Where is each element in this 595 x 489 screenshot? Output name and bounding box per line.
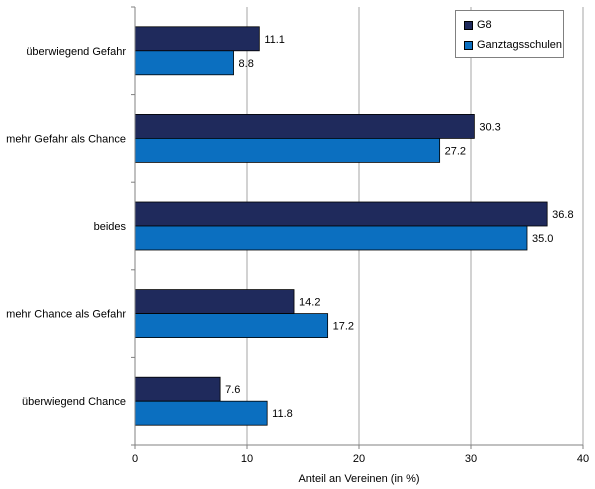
category-label: mehr Gefahr als Chance — [6, 133, 126, 145]
bar — [134, 114, 475, 139]
legend-swatch-g8 — [464, 20, 473, 30]
data-label: 27.2 — [445, 145, 466, 157]
legend-swatch-ganztagsschulen — [464, 40, 473, 50]
legend-item-g8: G8 — [464, 18, 492, 32]
legend-label-ganztagsschulen: Ganztagsschulen — [477, 39, 562, 51]
bar — [134, 289, 295, 315]
x-tick-label: 10 — [241, 453, 253, 465]
legend-item-ganztagsschulen: Ganztagsschulen — [464, 38, 562, 52]
x-tick-label: 30 — [465, 453, 477, 465]
bar — [134, 400, 268, 426]
bar — [134, 201, 548, 227]
legend-label-g8: G8 — [477, 19, 492, 31]
x-axis-title: Anteil an Vereinen (in %) — [298, 473, 419, 485]
bar — [134, 376, 221, 402]
data-label: 36.8 — [552, 209, 573, 221]
data-label: 30.3 — [479, 121, 500, 133]
category-label: überwiegend Chance — [22, 396, 126, 408]
bar — [134, 137, 441, 163]
category-label: überwiegend Gefahr — [26, 46, 126, 58]
category-label: mehr Chance als Gefahr — [6, 309, 126, 321]
bar — [134, 313, 329, 339]
x-tick-label: 0 — [132, 453, 138, 465]
x-tick-label: 40 — [577, 453, 589, 465]
data-label: 8.8 — [239, 58, 254, 70]
data-label: 35.0 — [532, 233, 553, 245]
data-label: 17.2 — [333, 321, 354, 333]
data-label: 7.6 — [225, 384, 240, 396]
legend: G8 Ganztagsschulen — [455, 10, 564, 58]
data-label: 11.1 — [264, 34, 285, 46]
data-label: 11.8 — [272, 408, 293, 420]
bar — [134, 26, 260, 52]
bar — [134, 50, 234, 76]
bar — [134, 225, 528, 251]
x-tick-label: 20 — [353, 453, 365, 465]
category-label: beides — [94, 221, 127, 233]
data-label: 14.2 — [299, 297, 320, 309]
